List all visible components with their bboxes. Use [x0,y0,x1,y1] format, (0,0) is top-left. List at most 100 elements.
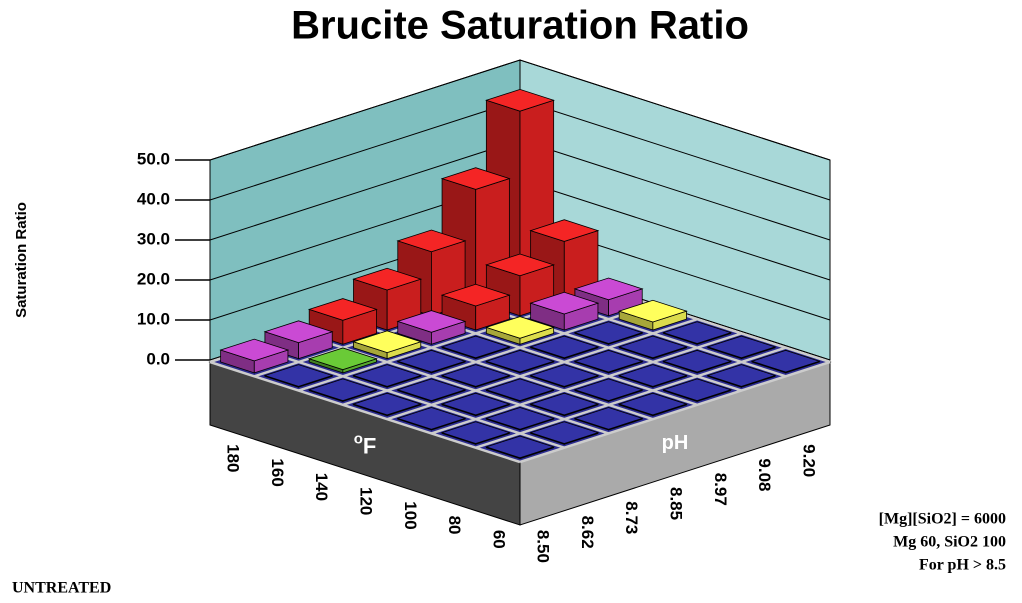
bar [396,310,467,345]
bar [617,335,688,360]
bar [617,392,688,417]
bar-top [706,364,777,387]
bar [440,283,511,331]
bar [662,349,733,374]
bar-top [485,349,555,373]
bar-top [662,378,733,402]
z-axis-label: pH [662,432,689,454]
bar-top [573,321,644,344]
bar-top [396,229,467,253]
bar-top [617,335,688,359]
bar [573,407,644,431]
bar [485,407,555,431]
x-tick-label: 60 [489,530,508,549]
x-tick-label: 160 [268,458,287,486]
bar-top [440,392,511,416]
bar-top [485,407,555,430]
floor-grid [386,317,698,421]
bar [396,378,467,402]
bar-top [396,378,467,402]
bar-top [529,219,600,242]
y-tick-label: 20.0 [137,269,170,288]
floor-grid [475,346,787,449]
bar-top [307,378,378,402]
bar-top [352,330,423,353]
annotation: [Mg][SiO2] = 6000 [879,511,1006,528]
bar-top [396,349,467,373]
bar-top [529,421,600,444]
annotation: For pH > 8.5 [919,557,1006,574]
bar [529,364,600,388]
bar-top [573,277,644,301]
y-tick-label: 50.0 [137,149,170,168]
y-tick-label: 40.0 [137,189,170,208]
bar-top [352,364,423,387]
z-tick-label: 9.20 [799,444,818,477]
y-tick-label: 10.0 [137,309,170,328]
bar-top [396,407,467,430]
x-axis-label-main: F [363,433,376,458]
bar-top [485,378,555,402]
footer: UNTREATED [12,580,111,597]
z-tick-label: 8.85 [667,487,686,520]
y-axis-label: Saturation Ratio [13,202,30,318]
bar [263,364,334,388]
bar [485,378,555,402]
bar-top [440,335,511,359]
bar-top [307,347,378,371]
bar-top [440,421,511,444]
grid-line [209,59,831,161]
bar-top [352,392,423,416]
bar-top [307,298,378,321]
y-tick-label: 30.0 [137,229,170,248]
bar-top [706,335,777,359]
bar-top [617,364,688,387]
bar [440,392,511,417]
bar-top [263,320,334,343]
bar [617,299,688,331]
bar [440,421,511,445]
bar-top [573,378,644,402]
bar-top [485,253,555,277]
bar-top [529,364,600,387]
x-axis-label: oF [354,430,377,458]
bar [529,291,600,331]
bar [396,349,467,374]
bar [352,267,423,331]
bar-top [529,392,600,416]
bar [706,364,777,388]
bar [307,347,378,374]
bar [529,392,600,417]
bar [440,335,511,360]
bar [485,435,555,460]
x-tick-label: 100 [401,501,420,529]
x-tick-label: 140 [312,473,331,501]
bar [352,330,423,360]
x-tick-label: 180 [224,444,243,472]
bar-top [662,349,733,373]
x-tick-label: 80 [445,516,464,535]
bar [706,335,777,360]
bar [485,316,555,345]
z-tick-label: 8.97 [711,473,730,506]
bar-top [440,167,511,190]
bar-top [529,335,600,359]
bar [529,421,600,445]
bar [573,378,644,402]
bar-top [617,299,688,323]
bar [307,298,378,345]
bar-top [263,364,334,387]
bar [662,321,733,345]
chart-title: Brucite Saturation Ratio [291,4,749,48]
y-tick-label: 0.0 [146,349,170,368]
bar-top [617,392,688,416]
z-tick-label: 9.08 [755,458,774,491]
bar-top [573,407,644,430]
bar-top [662,321,733,344]
floor-grid [431,332,742,435]
floor-grid [342,303,654,407]
floor-grid [519,360,831,464]
bar [573,321,644,345]
